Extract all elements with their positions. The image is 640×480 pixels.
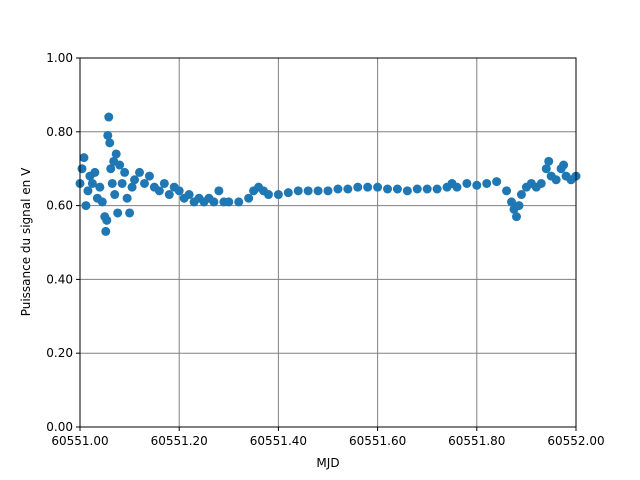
point <box>373 182 383 192</box>
point <box>139 178 149 188</box>
point <box>303 186 313 196</box>
point <box>392 184 402 194</box>
point <box>90 167 100 177</box>
point <box>102 215 112 225</box>
point <box>164 190 174 200</box>
x-tick-label: 60551.00 <box>51 434 108 448</box>
point <box>283 188 293 198</box>
point <box>214 186 224 196</box>
point <box>541 164 551 174</box>
y-tick-label: 0.00 <box>46 420 73 434</box>
point <box>144 171 154 181</box>
plot-frame <box>79 57 577 428</box>
x-tick-label: 60552.00 <box>547 434 604 448</box>
point <box>234 197 244 207</box>
x-tick-label: 60551.80 <box>448 434 505 448</box>
point <box>462 178 472 188</box>
point <box>115 160 125 170</box>
point <box>122 193 132 203</box>
point <box>79 153 89 163</box>
point <box>106 164 116 174</box>
point <box>209 197 219 207</box>
point <box>107 178 117 188</box>
point <box>472 180 482 190</box>
point <box>333 184 343 194</box>
point <box>125 208 135 218</box>
point <box>511 212 521 222</box>
point <box>117 178 127 188</box>
x-tick-label: 60551.40 <box>250 434 307 448</box>
point <box>507 197 517 207</box>
point <box>154 186 164 196</box>
y-tick-label: 0.80 <box>46 125 73 139</box>
point <box>130 175 140 185</box>
point <box>159 178 169 188</box>
point <box>95 182 105 192</box>
point <box>105 138 115 148</box>
point <box>559 160 569 170</box>
point <box>551 175 561 185</box>
point <box>263 190 273 200</box>
point <box>363 182 373 192</box>
point <box>184 190 194 200</box>
x-tick-label: 60551.20 <box>151 434 208 448</box>
point <box>87 178 97 188</box>
point <box>101 226 111 236</box>
point <box>313 186 323 196</box>
point <box>514 201 524 211</box>
point <box>323 186 333 196</box>
point <box>353 182 363 192</box>
point <box>103 130 113 140</box>
point <box>544 156 554 166</box>
point <box>482 178 492 188</box>
point <box>502 186 512 196</box>
point <box>104 112 114 122</box>
point <box>81 201 91 211</box>
point <box>77 164 87 174</box>
point <box>402 186 412 196</box>
y-axis-label: Puissance du signal en V <box>19 167 33 316</box>
point <box>120 167 130 177</box>
y-tick-label: 0.20 <box>46 346 73 360</box>
point <box>127 182 137 192</box>
point <box>83 186 93 196</box>
point <box>516 190 526 200</box>
point <box>110 190 120 200</box>
point <box>273 190 283 200</box>
point <box>174 186 184 196</box>
y-tick-label: 0.60 <box>46 199 73 213</box>
point <box>135 167 145 177</box>
point <box>343 184 353 194</box>
point <box>452 182 462 192</box>
point <box>97 197 107 207</box>
x-tick-label: 60551.60 <box>349 434 406 448</box>
point <box>412 184 422 194</box>
point <box>432 184 442 194</box>
x-axis-label: MJD <box>316 456 339 470</box>
point <box>113 208 123 218</box>
y-tick-label: 0.40 <box>46 272 73 286</box>
point <box>244 193 254 203</box>
y-tick-label: 1.00 <box>46 51 73 65</box>
point <box>536 178 546 188</box>
point <box>111 149 121 159</box>
point <box>492 177 502 187</box>
point <box>383 184 393 194</box>
point <box>224 197 234 207</box>
point <box>422 184 432 194</box>
point <box>293 186 303 196</box>
